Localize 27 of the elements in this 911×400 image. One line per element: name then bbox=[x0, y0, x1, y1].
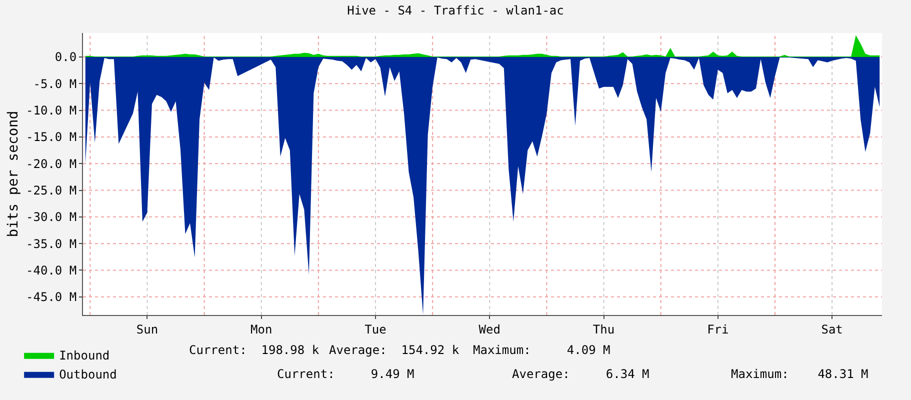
y-tick-label: -5.0 M bbox=[33, 76, 77, 91]
x-tick-label: Wed bbox=[478, 322, 500, 336]
y-tick-label: -10.0 M bbox=[26, 104, 77, 118]
x-tick-label: Mon bbox=[250, 322, 272, 336]
y-tick-label: 0.0 bbox=[54, 50, 77, 64]
x-tick-label: Sun bbox=[136, 322, 158, 336]
x-tick-label: Tue bbox=[364, 322, 386, 336]
x-tick-label: Sat bbox=[821, 322, 843, 336]
y-axis-title: bits per second bbox=[6, 110, 22, 238]
y-tick-label: -15.0 M bbox=[26, 130, 77, 144]
text: Current: 198.98 k bbox=[189, 343, 320, 357]
y-tick-label: -20.0 M bbox=[26, 156, 77, 171]
y-tick-label: -30.0 M bbox=[26, 210, 77, 224]
x-tick-label: Fri bbox=[707, 322, 729, 336]
y-tick-label: -45.0 M bbox=[26, 290, 77, 304]
text: Maximum: 4.09 M bbox=[473, 343, 610, 357]
text: Current: 9.49 M bbox=[277, 367, 414, 381]
legend-label: Inbound bbox=[59, 348, 110, 363]
x-tick-label: Thu bbox=[592, 322, 615, 336]
text: Maximum: 48.31 M bbox=[731, 367, 868, 381]
legend-label: Outbound bbox=[59, 368, 117, 382]
text: Average: 6.34 M bbox=[512, 367, 650, 381]
y-tick-label: -35.0 M bbox=[26, 236, 77, 251]
text: Average: 154.92 k bbox=[329, 343, 460, 357]
chart-title: Hive - S4 - Traffic - wlan1-ac bbox=[347, 3, 564, 18]
y-tick-label: -40.0 M bbox=[26, 263, 77, 278]
y-tick-label: -25.0 M bbox=[26, 183, 77, 198]
